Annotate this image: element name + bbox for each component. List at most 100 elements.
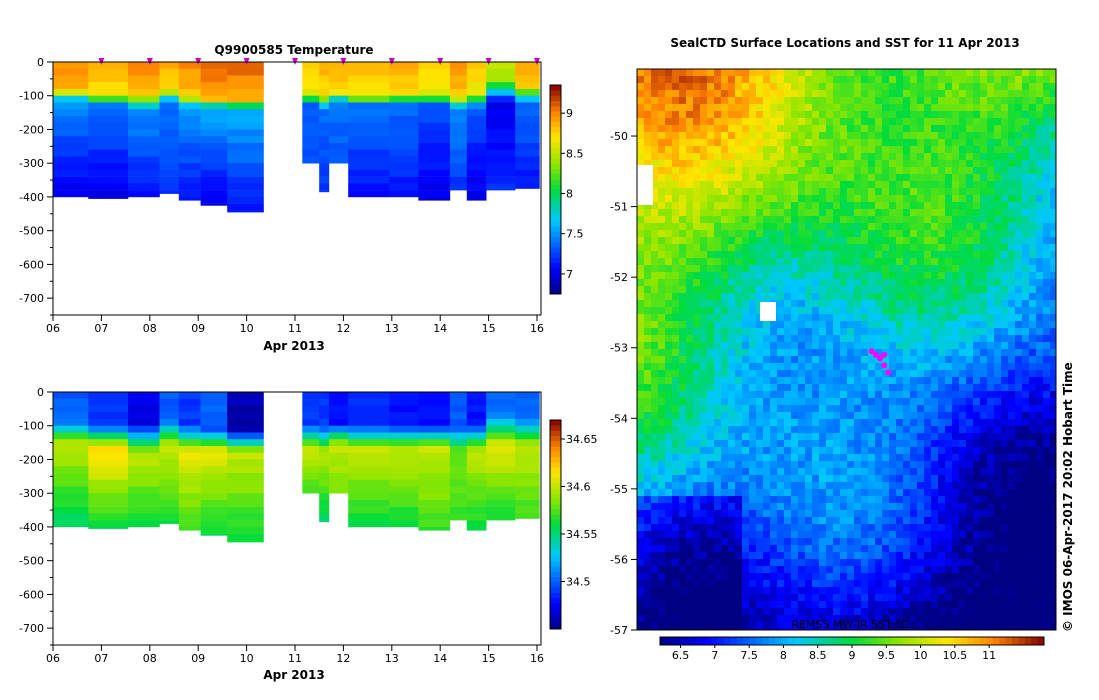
profile-cell (159, 499, 180, 507)
sst-cell (980, 160, 988, 168)
sst-cell (910, 83, 918, 91)
sst-cell (854, 139, 862, 147)
sst-cell (742, 160, 750, 168)
sst-cell (840, 461, 848, 469)
sst-cell (917, 258, 925, 266)
sst-cell (693, 321, 701, 329)
sst-cell (791, 244, 799, 252)
sst-cell (1036, 342, 1044, 350)
sst-cell (889, 230, 897, 238)
sst-cell (672, 307, 680, 315)
profile-cell (418, 452, 451, 460)
sst-cell (763, 153, 771, 161)
sst-cell (728, 475, 736, 483)
sst-cell (875, 272, 883, 280)
sst-cell (840, 314, 848, 322)
sst-cell (1036, 377, 1044, 385)
sst-cell (854, 454, 862, 462)
profile-cell (159, 176, 180, 184)
sst-cell (665, 279, 673, 287)
sst-cell (784, 524, 792, 532)
sst-cell (714, 531, 722, 539)
sst-cell (868, 447, 876, 455)
sst-cell (924, 489, 932, 497)
sst-cell (707, 468, 715, 476)
sst-cell (728, 517, 736, 525)
sst-cell (980, 496, 988, 504)
sst-cell (875, 111, 883, 119)
profile-cell (515, 122, 540, 130)
sst-cell (952, 286, 960, 294)
sst-cell (910, 447, 918, 455)
sst-cell (966, 132, 974, 140)
sst-cell (756, 384, 764, 392)
profile-cell (128, 446, 160, 453)
sst-cell (910, 286, 918, 294)
sst-cell (868, 384, 876, 392)
sst-cell (756, 111, 764, 119)
sst-cell (1043, 356, 1051, 364)
sst-cell (686, 377, 694, 385)
sst-cell (896, 426, 904, 434)
profile-cell (389, 143, 419, 150)
sst-cell (1001, 433, 1009, 441)
sst-cell (658, 538, 666, 546)
sst-cell (1043, 461, 1051, 469)
sst-cell (658, 83, 666, 91)
sst-cell (987, 503, 995, 511)
sst-cell (840, 69, 848, 77)
sst-cell (1050, 118, 1056, 126)
sst-cell (875, 391, 883, 399)
sst-cell (938, 496, 946, 504)
sst-cell (805, 419, 813, 427)
sst-cell (1001, 321, 1009, 329)
sst-cell (973, 398, 981, 406)
sst-cell (1029, 384, 1037, 392)
x-tick-label: 15 (482, 322, 496, 335)
sst-cell (770, 125, 778, 133)
sst-cell (714, 286, 722, 294)
sst-cell (749, 272, 757, 280)
sst-cell (672, 265, 680, 273)
sst-cell (931, 272, 939, 280)
sst-cell (791, 447, 799, 455)
sst-cell (651, 433, 659, 441)
sst-cell (672, 321, 680, 329)
profile-cell (466, 163, 487, 171)
y-tick-label: -300 (19, 487, 44, 500)
sst-cell (910, 111, 918, 119)
sst-cell (707, 160, 715, 168)
sst-cell (721, 384, 729, 392)
sst-cell (1029, 258, 1037, 266)
sst-cell (854, 363, 862, 371)
sst-cell (637, 125, 645, 133)
sst-cell (945, 90, 953, 98)
sst-cell (672, 433, 680, 441)
sst-cell (777, 314, 785, 322)
sst-cell (812, 447, 820, 455)
sst-cell (903, 286, 911, 294)
sst-cell (1043, 321, 1051, 329)
sst-cell (959, 132, 967, 140)
sst-cell (938, 538, 946, 546)
profile-cell (486, 398, 516, 406)
sst-cell (665, 286, 673, 294)
sst-cell (770, 545, 778, 553)
sst-cell (707, 461, 715, 469)
sst-cell (994, 293, 1002, 301)
profile-cell (53, 136, 89, 144)
sst-cell (994, 279, 1002, 287)
sst-cell (987, 433, 995, 441)
sst-cell (1022, 167, 1030, 175)
sst-cell (854, 265, 862, 273)
sst-cell (665, 440, 673, 448)
sst-cell (693, 202, 701, 210)
profile-cell (178, 513, 201, 521)
sst-cell (826, 258, 834, 266)
sst-cell (819, 223, 827, 231)
sst-cell (777, 223, 785, 231)
sst-cell (882, 132, 890, 140)
profile-cell (88, 439, 129, 447)
sst-cell (728, 202, 736, 210)
sst-cell (861, 300, 869, 308)
